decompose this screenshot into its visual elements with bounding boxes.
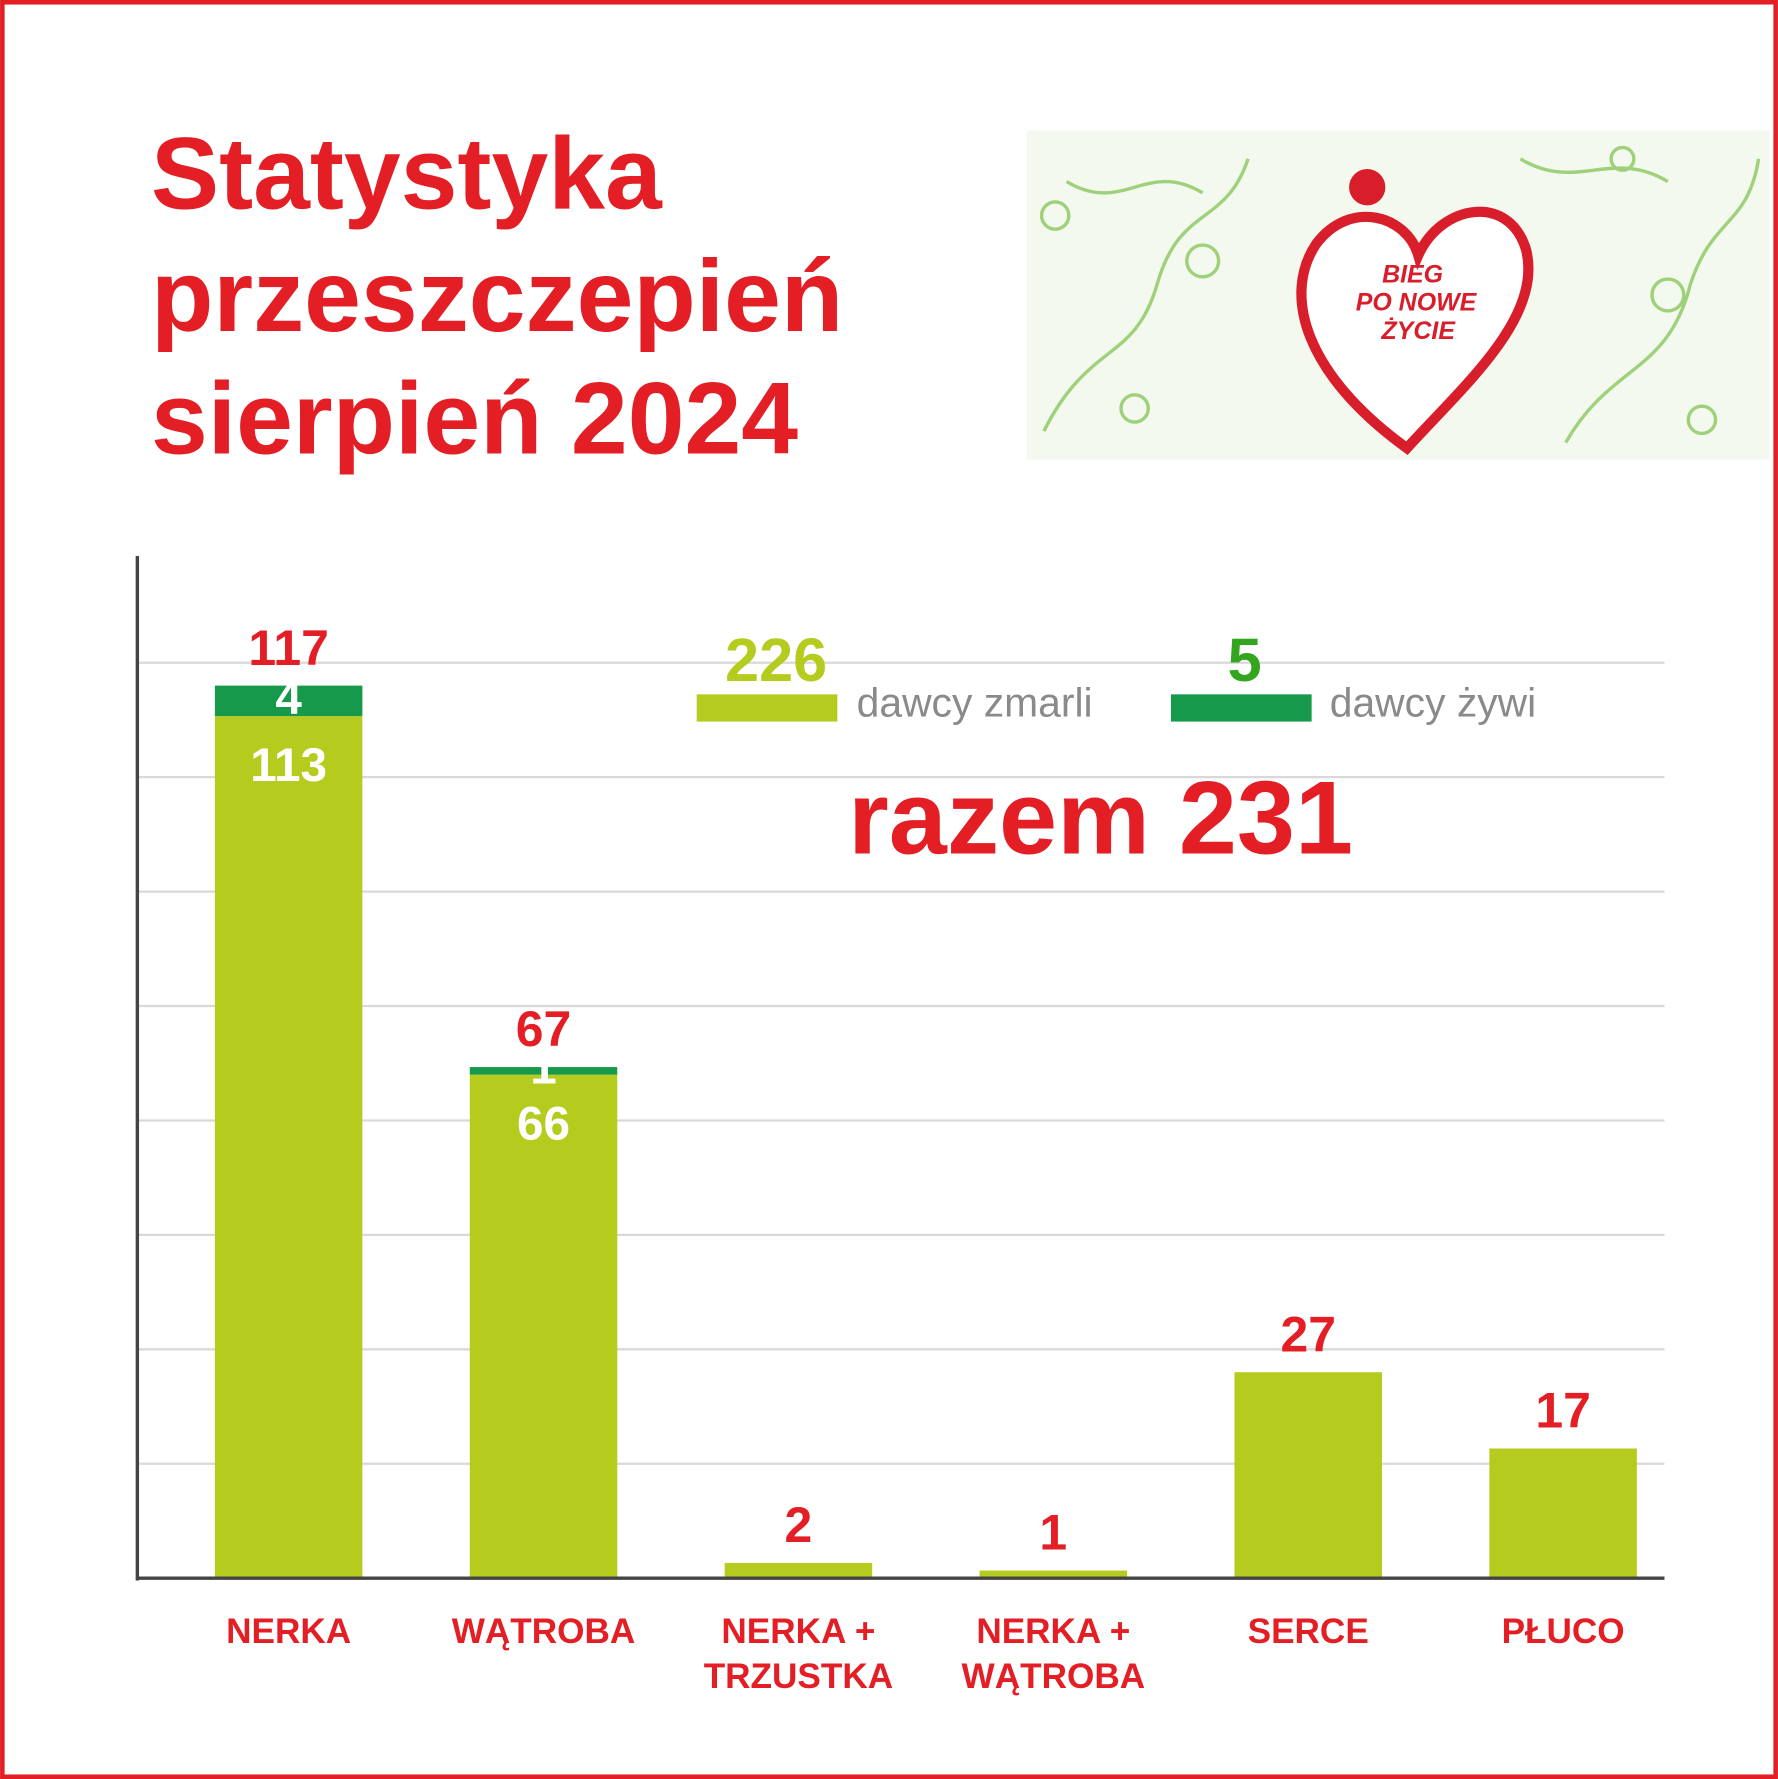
total-label: 17 xyxy=(1535,1383,1591,1439)
legend-total: 5 xyxy=(1228,626,1262,694)
logo-text: BIEG PO NOWE ŻYCIE xyxy=(1356,260,1478,345)
segment-label: 1 xyxy=(530,1041,557,1094)
title-line: Statystyka xyxy=(151,116,663,230)
total-label: 117 xyxy=(248,620,329,676)
legend-label: dawcy zmarli xyxy=(857,679,1093,725)
segment-label: 66 xyxy=(517,1097,570,1150)
total-label: 27 xyxy=(1280,1306,1336,1362)
x-tick-label: PŁUCO xyxy=(1502,1612,1625,1651)
logo-line: PO NOWE xyxy=(1356,289,1478,317)
total-label: 1 xyxy=(1039,1505,1067,1561)
bar-segment xyxy=(724,1562,873,1579)
legend-total: 226 xyxy=(725,626,827,694)
x-tick-label: WĄTROBA xyxy=(452,1612,636,1651)
bar-segment xyxy=(979,1570,1128,1579)
x-tick-label: NERKA + WĄTROBA xyxy=(962,1612,1146,1696)
logo: BIEG PO NOWE ŻYCIE xyxy=(1026,130,1770,460)
title-line: przeszczepień xyxy=(151,239,843,353)
bar-segment xyxy=(469,1074,618,1579)
legend-swatch xyxy=(696,694,838,722)
x-tick-label: NERKA xyxy=(226,1612,351,1651)
logo-ornament xyxy=(1039,145,1761,444)
total-label: 67 xyxy=(516,1001,572,1057)
x-tick-label: NERKA + TRZUSTKA xyxy=(704,1612,893,1696)
segment-label: 4 xyxy=(275,671,302,724)
bar-segment xyxy=(1234,1372,1382,1579)
logo-head xyxy=(1349,169,1386,206)
segment-label: 113 xyxy=(250,739,327,792)
bar-segment xyxy=(469,1067,618,1075)
bar-segment xyxy=(214,685,363,717)
legend-swatch xyxy=(1170,694,1312,722)
bar-segment xyxy=(214,716,363,1579)
logo-line: BIEG xyxy=(1382,260,1443,288)
bar-segment xyxy=(1489,1448,1637,1579)
total-label: 2 xyxy=(785,1497,813,1553)
title: Statystyka przeszczepień sierpień 2024 xyxy=(151,116,843,475)
title-line: sierpień 2024 xyxy=(151,362,798,476)
logo-heart xyxy=(1296,206,1534,455)
legend-label: dawcy żywi xyxy=(1330,679,1536,725)
logo-line: ŻYCIE xyxy=(1381,317,1457,345)
grand-total: razem 231 xyxy=(848,761,1353,877)
x-tick-label: SERCE xyxy=(1248,1612,1369,1651)
